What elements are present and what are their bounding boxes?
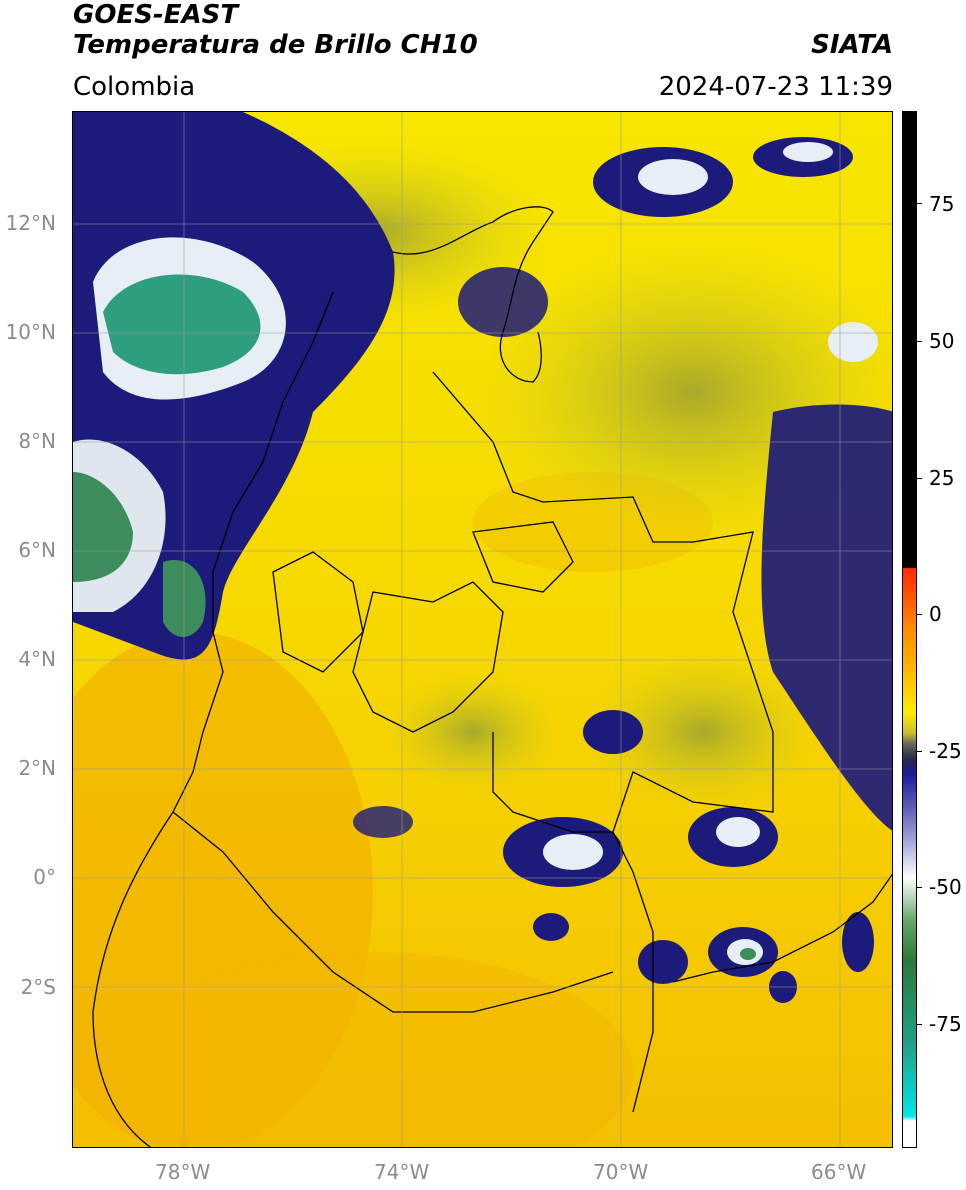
map-canvas: [73, 112, 892, 1147]
lon-label-74W: 74°W: [374, 1160, 430, 1184]
cbar-tick-m75: [917, 1024, 922, 1025]
storm-cell-3-core: [716, 817, 760, 847]
satellite-title: GOES-EAST: [73, 0, 239, 30]
cbar-tick-75: [917, 203, 922, 204]
lon-label-78W: 78°W: [155, 1160, 211, 1184]
colombia-pacific-coast: [172, 291, 334, 813]
product-title: Temperatura de Brillo CH10: [73, 30, 478, 60]
storm-cell-ne-core: [638, 159, 708, 195]
datetime-label: 2024-07-23 11:39: [658, 72, 893, 102]
lat-label-12N: 12°N: [5, 211, 56, 235]
coast-guajira: [392, 206, 554, 383]
cbar-label-0: 0: [929, 602, 942, 626]
storm-cell-9: [353, 806, 413, 838]
storm-cell-ne2-core: [783, 142, 833, 162]
agency-label: SIATA: [811, 30, 893, 60]
country-borders: [92, 206, 892, 1147]
cbar-label-75: 75: [929, 192, 955, 216]
satellite-map[interactable]: [72, 111, 893, 1148]
storm-band-east: [761, 404, 892, 831]
dept-border-3: [272, 551, 364, 673]
region-label: Colombia: [73, 72, 196, 102]
cbar-tick-m50: [917, 887, 922, 888]
colombia-east-border: [432, 371, 774, 1113]
storm-cell-ne-white: [828, 322, 878, 362]
colorbar: [902, 111, 917, 1148]
ecuador-coast: [92, 811, 174, 1147]
cbar-tick-50: [917, 341, 922, 342]
lon-label-70W: 70°W: [593, 1160, 649, 1184]
lat-label-2N: 2°N: [18, 756, 56, 780]
lat-label-10N: 10°N: [5, 320, 56, 344]
olive-cloud-center: [383, 672, 563, 792]
storm-cell-1: [583, 710, 643, 754]
cbar-tick-25: [917, 478, 922, 479]
cbar-label-25: 25: [929, 466, 955, 490]
storm-core-green: [103, 274, 261, 375]
cbar-label-50: 50: [929, 329, 955, 353]
cbar-tick-0: [917, 614, 922, 615]
storm-cell-8: [842, 912, 874, 972]
brazil-border: [672, 873, 892, 983]
lat-label-4N: 4°N: [18, 647, 56, 671]
warm-area-south: [113, 952, 633, 1147]
dept-border-1: [492, 732, 613, 833]
lat-label-6N: 6°N: [18, 538, 56, 562]
colombia-south-border: [172, 811, 614, 1013]
lat-label-8N: 8°N: [18, 429, 56, 453]
dept-border-4: [472, 521, 574, 593]
cbar-tick-m25: [917, 751, 922, 752]
graticule: [73, 112, 892, 1147]
cbar-label-m75: -75: [929, 1012, 962, 1036]
storm-cell-maracaibo: [458, 267, 548, 337]
colorbar-gradient: [903, 112, 916, 1147]
cbar-label-m25: -25: [929, 739, 962, 763]
storm-cell-2-core: [543, 834, 603, 870]
storm-core-green-2: [73, 472, 133, 582]
dept-border-2: [352, 581, 504, 733]
lon-label-66W: 66°W: [811, 1160, 867, 1184]
olive-cloud-vaupes: [583, 652, 823, 812]
storm-cell-4-green: [740, 948, 756, 960]
lat-label-2S: 2°S: [20, 975, 56, 999]
storm-cell-5: [638, 940, 688, 984]
lat-label-0: 0°: [33, 865, 56, 889]
storm-cell-6: [533, 913, 569, 941]
cbar-label-m50: -50: [929, 875, 962, 899]
